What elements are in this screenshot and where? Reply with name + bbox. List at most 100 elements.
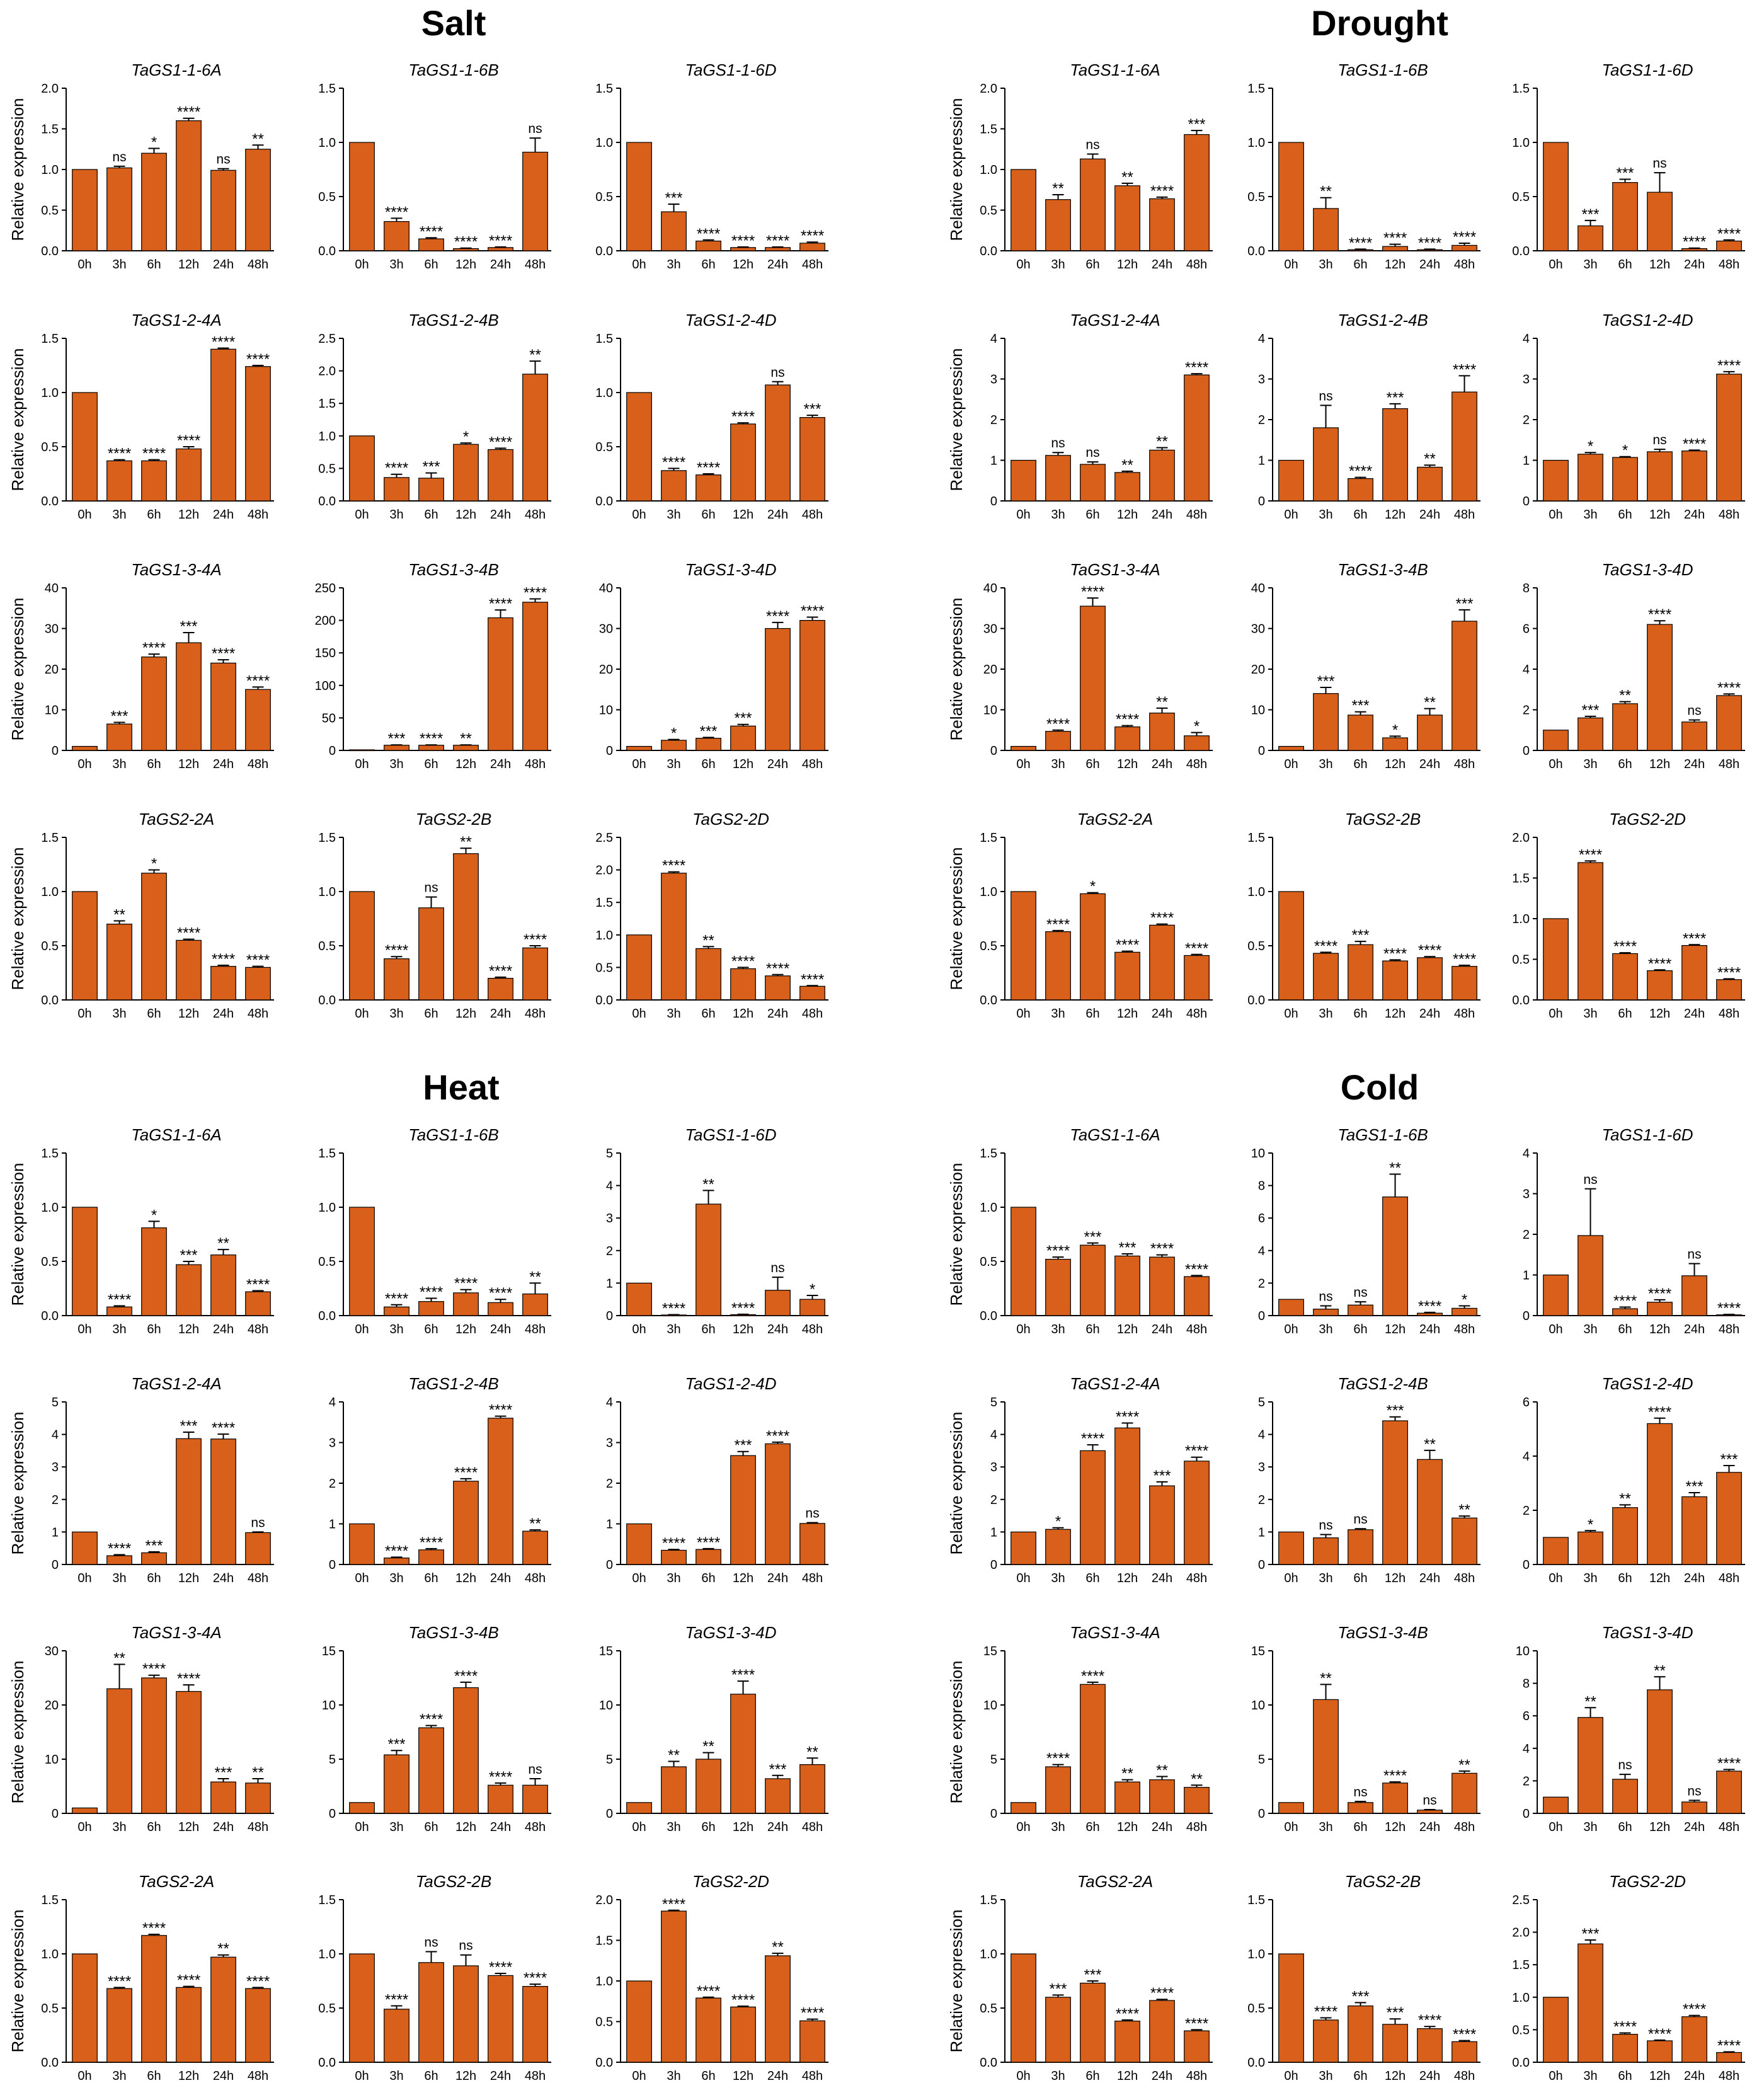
y-tick-label: 1.0: [318, 1201, 336, 1215]
bar: [1382, 1782, 1408, 1814]
significance-label: ****: [697, 1534, 720, 1551]
significance-label: ****: [731, 1992, 755, 2009]
bar: [418, 1549, 444, 1565]
y-tick-label: 0.5: [318, 1255, 336, 1269]
x-tick-label: 0h: [355, 1323, 369, 1336]
bar: [245, 689, 271, 751]
bar: [106, 1988, 132, 2063]
panel-title: TaGS1-3-4B: [408, 560, 499, 579]
bar: [1149, 1256, 1175, 1316]
x-tick-label: 24h: [1419, 2069, 1440, 2083]
x-tick-label: 0h: [632, 1007, 646, 1021]
significance-label: ***: [1188, 116, 1205, 133]
y-tick-label: 0.5: [1247, 939, 1265, 953]
bar: [1313, 693, 1339, 751]
x-tick-label: 3h: [389, 258, 403, 272]
panel-title: TaGS1-3-4B: [1337, 1623, 1428, 1642]
x-tick-label: 6h: [701, 1323, 715, 1336]
bar: [1647, 970, 1673, 1001]
bar: [1184, 1276, 1210, 1316]
y-tick-label: 1.0: [41, 163, 59, 177]
bar: [1681, 451, 1707, 502]
bar: [210, 348, 236, 502]
y-tick-label: 2.0: [1512, 831, 1530, 845]
significance-label: ***: [665, 190, 682, 207]
bar: [522, 374, 548, 502]
bar: [1149, 2000, 1175, 2063]
y-tick-label: 30: [599, 623, 613, 636]
x-tick-label: 48h: [1454, 1571, 1475, 1585]
panel-title: TaGS1-3-4D: [1602, 560, 1693, 579]
y-tick-label: 0.0: [980, 994, 997, 1007]
significance-label: **: [217, 1941, 229, 1958]
bar: [245, 366, 271, 502]
significance-label: *: [1462, 1292, 1467, 1309]
bar: [1080, 1244, 1106, 1316]
y-tick-label: 0.0: [318, 2056, 336, 2070]
x-tick-label: 12h: [455, 1571, 476, 1585]
y-tick-label: 0.0: [1512, 2056, 1530, 2070]
bar: [1417, 1459, 1443, 1565]
x-tick-label: 12h: [1385, 757, 1406, 771]
x-tick-label: 12h: [178, 1323, 199, 1336]
significance-label: ****: [1418, 234, 1441, 251]
x-tick-label: 0h: [77, 258, 91, 272]
bar: [349, 435, 375, 502]
bar: [626, 1282, 652, 1316]
x-tick-label: 3h: [1051, 1571, 1065, 1585]
significance-label: ns: [1687, 1784, 1701, 1798]
bar: [453, 1687, 479, 1814]
y-tick-label: 2: [1523, 413, 1530, 427]
significance-label: ****: [731, 232, 755, 250]
bar: [730, 2006, 756, 2063]
y-tick-label: 1.0: [41, 1948, 59, 1961]
panel-title: TaGS1-3-4D: [685, 1623, 777, 1642]
bar: [141, 460, 167, 502]
bar: [1348, 1529, 1373, 1565]
significance-label: ****: [1453, 951, 1476, 968]
y-tick-label: 2: [1523, 1228, 1530, 1242]
x-tick-label: 24h: [213, 2069, 234, 2083]
x-tick-label: 12h: [1385, 1820, 1406, 1834]
chart-panel-salt-tags1-1-6d: TaGS1-1-6D 0.0 0.5 1.0 1.5 0h *** 3h **** 6h **** 1…: [595, 60, 828, 272]
significance-label: ns: [1687, 704, 1701, 718]
y-tick-label: 1.0: [980, 885, 997, 899]
panel-title: TaGS2-2A: [139, 810, 214, 829]
bar: [765, 628, 791, 751]
x-tick-label: 12h: [178, 1007, 199, 1021]
y-tick-label: 4: [990, 1428, 997, 1442]
chart-panel-drought-tags2-2d: TaGS2-2D 0.0 0.5 1.0 1.5 2.0 0h **** 3h **** 6h ***…: [1512, 810, 1745, 1021]
y-tick-label: 1: [329, 1518, 336, 1532]
x-tick-label: 24h: [213, 1007, 234, 1021]
chart-panel-heat-tags1-2-4b: TaGS1-2-4B012340h****3h****6h****12h****…: [329, 1374, 551, 1585]
y-tick-label: 0: [1523, 1309, 1530, 1323]
significance-label: ns: [1353, 1785, 1367, 1799]
y-tick-label: 15: [983, 1644, 997, 1658]
significance-label: ***: [1084, 1966, 1101, 1983]
x-tick-label: 3h: [1583, 258, 1597, 272]
y-tick-label: 0.5: [41, 2002, 59, 2016]
bar: [1417, 1810, 1443, 1814]
x-tick-label: 12h: [178, 1571, 199, 1585]
chart-panel-heat-tags1-3-4b: TaGS1-3-4B 0 5 10 15 0h *** 3h **** 6h **** 12h ****…: [322, 1623, 551, 1834]
x-tick-label: 24h: [1684, 1007, 1705, 1021]
x-tick-label: 6h: [1618, 1007, 1632, 1021]
y-tick-label: 1: [1258, 1525, 1265, 1539]
significance-label: ****: [385, 1290, 408, 1307]
significance-label: ***: [734, 1437, 752, 1454]
bar: [799, 2020, 825, 2063]
bar: [1543, 918, 1569, 1001]
x-tick-label: 48h: [248, 1007, 268, 1021]
bar: [1578, 1531, 1603, 1565]
x-tick-label: 48h: [1719, 1323, 1739, 1336]
significance-label: ***: [422, 459, 440, 476]
x-tick-label: 12h: [1385, 2069, 1406, 2083]
bar: [349, 1207, 375, 1316]
x-tick-label: 6h: [147, 1323, 161, 1336]
significance-label: ***: [1317, 673, 1334, 690]
significance-label: ****: [524, 585, 547, 602]
x-tick-label: 24h: [1152, 757, 1172, 771]
x-tick-label: 3h: [1319, 757, 1332, 771]
significance-label: **: [1424, 694, 1436, 711]
y-axis-label: Relative expression: [8, 1910, 27, 2053]
